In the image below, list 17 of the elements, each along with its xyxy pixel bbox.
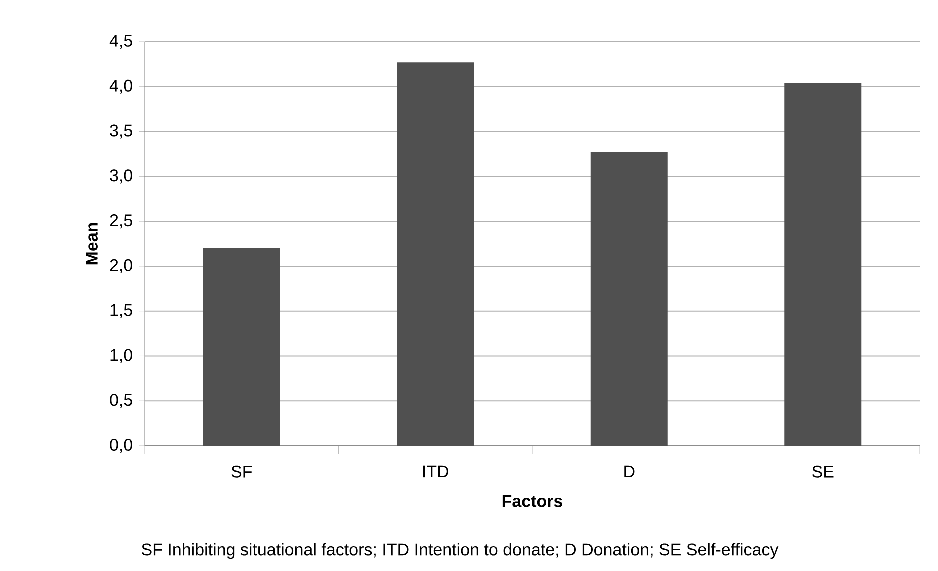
y-tick-label: 4,5 (110, 35, 132, 49)
y-tick-label: 1,0 (110, 349, 132, 364)
y-tick-label: 0,0 (110, 438, 132, 454)
y-tick-label: 2,0 (110, 259, 132, 274)
x-tick-label: ITD (424, 466, 449, 478)
y-axis-title: Mean (86, 223, 98, 265)
x-tick-label: SE (812, 466, 834, 478)
y-tick-label: 0,5 (110, 394, 132, 408)
text: SF Inhibiting situational factors; ITD Intention to donate; D Donation; SE Self-efficacy (142, 543, 779, 560)
y-tick-label: 3,5 (110, 124, 132, 139)
y-tick-label: 4,0 (110, 80, 132, 94)
x-axis-title: Factors (502, 495, 562, 508)
y-tick-label: 3,0 (110, 170, 132, 184)
x-tick-label: SF (232, 466, 252, 478)
y-tick-label: 2,5 (110, 214, 132, 229)
x-tick-label: D (624, 466, 635, 478)
y-tick-label: 1,5 (110, 304, 132, 318)
